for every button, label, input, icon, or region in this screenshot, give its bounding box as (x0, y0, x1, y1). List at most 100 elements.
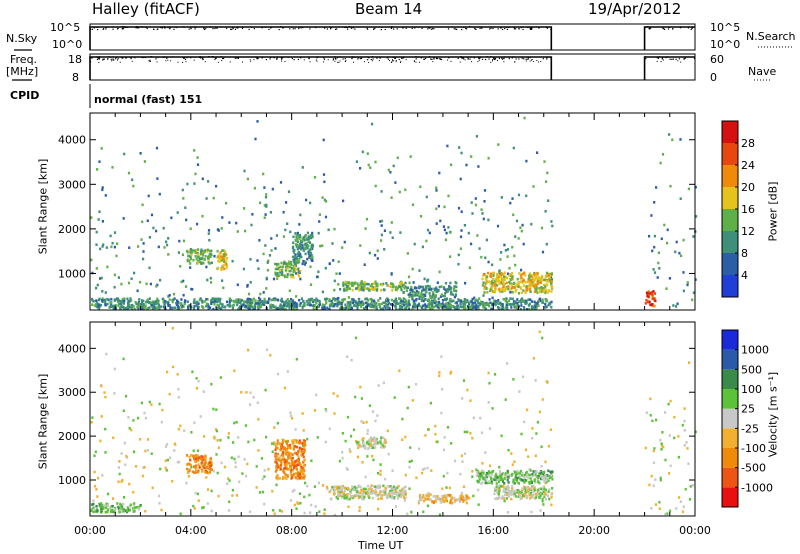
heatmap-cell (226, 257, 229, 260)
heatmap-cell (404, 300, 407, 303)
heatmap-cell (415, 304, 418, 308)
heatmap-cell (438, 374, 441, 378)
freq-strip-dot (671, 58, 673, 60)
freq-strip-nave-dot (432, 61, 434, 63)
heatmap-cell (201, 177, 204, 181)
heatmap-cell (375, 289, 378, 292)
heatmap-cell (289, 411, 292, 415)
heatmap-cell (530, 280, 533, 283)
y-tick-label-0-2: 3000 (58, 178, 86, 191)
heatmap-cell (351, 494, 354, 498)
heatmap-cell (530, 490, 533, 493)
heatmap-cell (274, 470, 277, 473)
heatmap-cell (284, 460, 287, 463)
heatmap-cell (237, 436, 240, 439)
heatmap-cell (257, 418, 260, 421)
heatmap-cell (303, 474, 306, 477)
heatmap-cell (330, 299, 333, 303)
heatmap-cell (110, 297, 113, 301)
freq-strip-nave-dot (532, 60, 534, 62)
freq-strip-nave-dot (334, 60, 336, 62)
heatmap-cell (648, 234, 651, 238)
heatmap-cell (294, 255, 297, 259)
heatmap-cell (545, 283, 548, 286)
heatmap-cell (485, 238, 488, 242)
heatmap-cell (684, 487, 687, 491)
heatmap-cell (527, 455, 530, 458)
heatmap-cell (272, 304, 275, 307)
heatmap-cell (450, 370, 453, 374)
freq-strip-dot (398, 58, 400, 61)
heatmap-cell (298, 223, 301, 226)
heatmap-cell (500, 434, 503, 438)
heatmap-cell (541, 473, 545, 476)
heatmap-cell (648, 483, 651, 487)
heatmap-cell (547, 444, 550, 448)
heatmap-cell (167, 253, 170, 256)
heatmap-cell (266, 261, 269, 264)
heatmap-cell (195, 464, 198, 467)
heatmap-cell (383, 229, 386, 232)
heatmap-cell (381, 494, 384, 497)
heatmap-cell (541, 287, 544, 290)
heatmap-cell (195, 248, 198, 252)
freq-strip-nave-dot (367, 59, 369, 61)
heatmap-cell (476, 234, 479, 237)
heatmap-cell (307, 250, 310, 254)
heatmap-cell (218, 253, 221, 256)
heatmap-cell (382, 444, 385, 447)
heatmap-cell (662, 445, 665, 449)
heatmap-cell (533, 300, 536, 304)
heatmap-cell (465, 494, 468, 497)
heatmap-cell (380, 446, 383, 449)
heatmap-cell (410, 459, 413, 463)
heatmap-cell (390, 487, 393, 490)
nsky-strip-dot (469, 26, 471, 28)
heatmap-cell (97, 504, 100, 507)
heatmap-cell (517, 481, 520, 485)
heatmap-cell (274, 267, 277, 271)
heatmap-cell (485, 477, 488, 481)
heatmap-cell (215, 300, 218, 303)
heatmap-cell (246, 304, 249, 308)
heatmap-cell (162, 305, 166, 309)
heatmap-cell (457, 253, 460, 257)
heatmap-cell (212, 196, 215, 200)
heatmap-cell (539, 477, 543, 481)
heatmap-cell (375, 305, 378, 308)
heatmap-cell (237, 308, 240, 311)
heatmap-cell (398, 307, 401, 311)
heatmap-cell (217, 266, 220, 270)
heatmap-cell (138, 302, 141, 305)
nsky-strip-dot (679, 27, 682, 29)
heatmap-cell (488, 471, 491, 475)
freq-strip-dot (525, 58, 527, 60)
nsky-strip-dot (330, 26, 333, 28)
heatmap-cell (370, 301, 373, 305)
heatmap-cell (286, 449, 289, 452)
heatmap-cell (192, 258, 195, 262)
freq-strip-dot (293, 58, 295, 61)
heatmap-cell (391, 491, 394, 495)
nsky-strip-dot (691, 27, 693, 29)
nsky-strip-dot (226, 27, 228, 29)
heatmap-cell (496, 274, 499, 277)
heatmap-cell (506, 471, 509, 474)
freq-strip-dot (457, 57, 459, 59)
heatmap-cell (374, 184, 377, 188)
heatmap-cell (173, 449, 176, 452)
freq-strip-trace (89, 56, 553, 80)
heatmap-cell (185, 463, 188, 466)
heatmap-cell (677, 435, 680, 438)
heatmap-cell (362, 421, 365, 424)
heatmap-cell (305, 242, 308, 245)
nsky-strip-dot (105, 28, 107, 30)
heatmap-cell (295, 272, 298, 275)
heatmap-cell (196, 300, 199, 304)
heatmap-cell (514, 235, 517, 238)
heatmap-cell (285, 442, 288, 445)
heatmap-cell (686, 447, 689, 450)
heatmap-cell (301, 412, 304, 415)
freq-strip-dot (115, 56, 117, 58)
heatmap-cell (691, 484, 694, 487)
